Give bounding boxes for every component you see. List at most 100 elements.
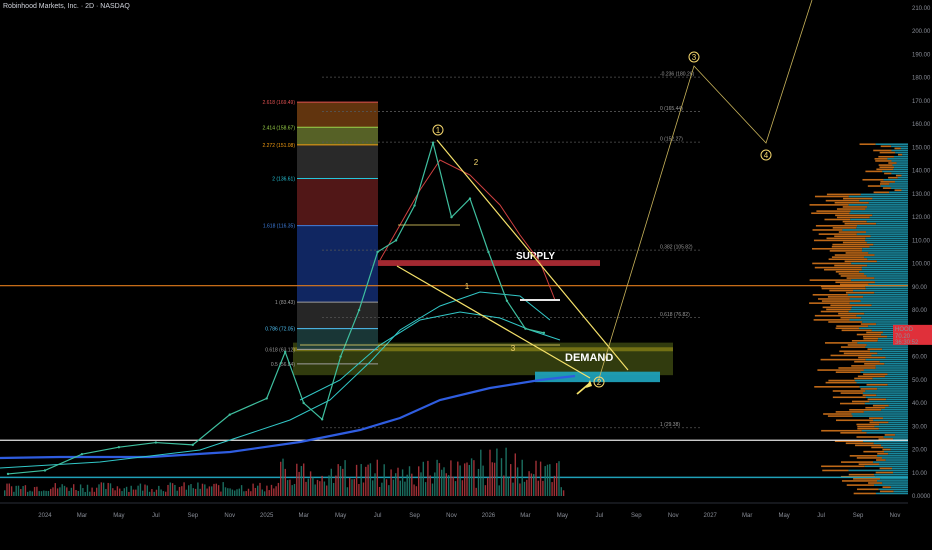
volume-profile-bar (834, 440, 864, 442)
volume-bar (505, 447, 507, 496)
volume-bar (360, 464, 362, 496)
price-point (154, 441, 158, 444)
volume-profile-bar (891, 145, 908, 148)
volume-bar (146, 485, 148, 496)
volume-bar (273, 488, 275, 496)
target-level-label: -0.236 (180.26) (660, 72, 695, 78)
volume-profile-bar (863, 273, 908, 275)
volume-bar (422, 461, 424, 496)
volume-profile-bar (867, 206, 908, 208)
volume-bar (390, 469, 392, 496)
volume-bar (337, 464, 339, 496)
volume-bar (480, 449, 482, 496)
volume-profile-bar (871, 304, 908, 307)
volume-profile-bar (824, 218, 851, 221)
volume-bar (342, 468, 344, 496)
volume-bar (542, 480, 544, 496)
volume-bar (286, 480, 289, 496)
volume-profile-bar (835, 270, 860, 273)
volume-bar (204, 484, 206, 496)
volume-bar (185, 489, 188, 496)
volume-profile-bar (857, 427, 879, 430)
volume-profile-bar (901, 174, 908, 177)
price-point (265, 397, 268, 400)
volume-bar (52, 487, 54, 496)
volume-bar (512, 482, 514, 496)
volume-profile-bar (876, 459, 886, 461)
x-tick-label: May (778, 513, 789, 519)
volume-bar (406, 474, 408, 496)
volume-profile-bar (880, 478, 908, 480)
price-point (505, 299, 509, 302)
volume-profile-bar (850, 210, 908, 212)
volume-profile-bar (882, 482, 908, 484)
volume-bar (105, 488, 107, 496)
volume-profile-bar (838, 273, 864, 275)
volume-profile-bar (880, 145, 892, 148)
volume-profile-bar (859, 270, 908, 273)
volume-profile-bar (875, 365, 908, 367)
volume-profile-bar (863, 335, 887, 338)
volume-profile-bar (887, 158, 908, 160)
volume-profile-bar (839, 402, 865, 405)
volume-bar (197, 482, 199, 496)
volume-profile-bar (888, 162, 897, 164)
volume-profile-bar (846, 484, 875, 486)
volume-profile-bar (860, 323, 877, 325)
volume-profile-bar (865, 406, 885, 409)
volume-bar (238, 488, 240, 496)
fib-level-label: 2.618 (169.49) (262, 100, 295, 106)
volume-profile-bar (825, 199, 860, 202)
volume-bar (514, 453, 516, 496)
volume-profile-bar (832, 390, 866, 392)
volume-bar (367, 464, 369, 496)
volume-bar (208, 486, 211, 496)
volume-profile-bar (880, 181, 895, 183)
volume-profile-bar (865, 287, 908, 290)
volume-bar (500, 458, 503, 496)
volume-profile-bar (865, 208, 908, 210)
volume-profile-bar (869, 245, 908, 248)
volume-bar (259, 482, 261, 496)
volume-bar (526, 479, 528, 496)
price-tag-box (893, 324, 932, 345)
wave-label: 1 (465, 282, 470, 291)
volume-profile-bar (863, 369, 908, 371)
demand-zone-band (293, 347, 673, 352)
fib-zone (297, 302, 378, 329)
volume-profile-bar (865, 285, 908, 288)
volume-profile-bar (822, 306, 852, 309)
wave-label: 1 (436, 126, 441, 135)
volume-profile-bar (845, 291, 875, 294)
volume-bar (323, 481, 326, 496)
volume-profile-bar (834, 201, 869, 204)
volume-profile-bar (876, 168, 894, 171)
volume-bar (227, 488, 229, 496)
y-tick-label: 30.00 (912, 424, 928, 430)
volume-bar (489, 449, 491, 496)
volume-bar (314, 484, 316, 496)
y-tick-label: 40.00 (912, 401, 928, 407)
volume-bar (284, 468, 286, 496)
volume-bar (250, 491, 252, 496)
volume-profile-bar (885, 356, 908, 359)
volume-profile-bar (868, 283, 908, 286)
volume-profile-bar (890, 448, 908, 451)
y-axis[interactable]: 210.00 200.00 190.00 180.00 170.00 160.00 150.… (912, 6, 931, 500)
volume-bar (38, 491, 40, 496)
volume-bar (434, 472, 436, 496)
volume-profile-bar (813, 239, 865, 242)
volume-bar (27, 491, 29, 496)
x-tick-label: 2024 (38, 513, 52, 519)
volume-bar (261, 489, 263, 496)
volume-profile-bar (862, 392, 908, 394)
volume-profile-bar (849, 455, 877, 457)
volume-bar (332, 482, 335, 496)
price-point (228, 413, 231, 416)
volume-profile-bar (857, 425, 875, 428)
volume-profile-bar (848, 473, 875, 476)
volume-profile-bar (856, 227, 908, 229)
volume-profile-bar (860, 388, 878, 390)
x-axis[interactable]: 2024 Mar May Jul Sep Nov 2025 Mar May Jul Sep Nov 20… (0, 502, 908, 519)
